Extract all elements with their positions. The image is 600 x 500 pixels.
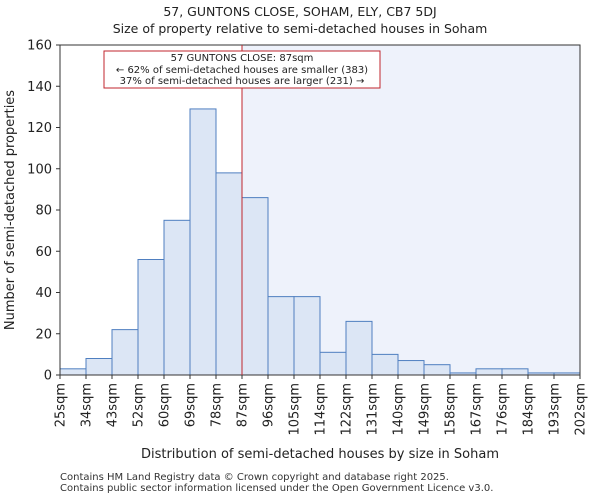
y-tick-label: 160: [27, 39, 52, 54]
x-tick-label: 69sqm: [184, 383, 199, 427]
bar-87sqm: [241, 197, 269, 376]
x-axis-ticks: 25sqm 34sqm 43sqm 52sqm 60sqm 69sqm 78sqm 87sqm…: [54, 375, 589, 436]
annotation-line-1: 57 GUNTONS CLOSE: 87sqm: [171, 53, 314, 64]
x-tick-label: 43sqm: [106, 383, 121, 427]
bar-105sqm: [293, 296, 321, 376]
bar-149sqm: [423, 364, 451, 376]
y-tick-label: 40: [35, 286, 52, 301]
y-tick-label: 60: [35, 245, 52, 260]
bar-25sqm: [59, 368, 87, 376]
chart-title: 57, GUNTONS CLOSE, SOHAM, ELY, CB7 5DJ: [163, 4, 437, 19]
x-tick-label: 140sqm: [392, 383, 407, 436]
bar-69sqm: [189, 108, 217, 376]
y-tick-label: 120: [27, 121, 52, 136]
annotation-border: [103, 50, 381, 89]
x-tick-label: 114sqm: [314, 383, 329, 436]
footer-line-2: Contains public sector information licen…: [60, 483, 494, 494]
x-tick-label: 52sqm: [132, 383, 147, 427]
bar-176sqm: [501, 368, 529, 376]
annotation-box: 57 GUNTONS CLOSE: 87sqm ← 62% of semi-de…: [103, 50, 381, 89]
bar-78sqm: [215, 172, 243, 376]
x-tick-label: 25sqm: [54, 383, 69, 427]
x-tick-label: 34sqm: [80, 383, 95, 427]
y-axis-ticks: 0 20 40 60 80 100 120 140 160: [27, 39, 60, 384]
y-tick-label: 20: [35, 327, 52, 342]
bars-group: [59, 108, 581, 376]
bar-60sqm: [163, 219, 191, 376]
y-tick-label: 140: [27, 80, 52, 95]
x-tick-label: 202sqm: [574, 383, 589, 436]
footer-line-1: Contains HM Land Registry data © Crown c…: [60, 472, 449, 483]
annotation-line-2: ← 62% of semi-detached houses are smalle…: [116, 65, 368, 76]
x-tick-label: 87sqm: [236, 383, 251, 427]
chart-subtitle: Size of property relative to semi-detach…: [112, 21, 488, 36]
y-tick-label: 80: [35, 204, 52, 219]
y-tick-label: 0: [44, 369, 52, 384]
x-tick-label: 184sqm: [522, 383, 537, 436]
x-tick-label: 105sqm: [288, 383, 303, 436]
x-tick-label: 149sqm: [418, 383, 433, 436]
bar-131sqm: [371, 353, 399, 376]
x-tick-label: 131sqm: [366, 383, 381, 436]
x-tick-label: 167sqm: [470, 383, 485, 436]
bar-96sqm: [267, 296, 295, 376]
x-tick-label: 60sqm: [158, 383, 173, 427]
x-tick-label: 78sqm: [210, 383, 225, 427]
x-axis-label: Distribution of semi-detached houses by …: [141, 447, 499, 462]
bar-114sqm: [319, 351, 347, 376]
x-tick-label: 158sqm: [444, 383, 459, 436]
y-axis-label: Number of semi-detached properties: [3, 90, 18, 330]
x-tick-label: 96sqm: [262, 383, 277, 427]
bar-140sqm: [397, 360, 425, 376]
footer-attribution: Contains HM Land Registry data © Crown c…: [60, 472, 493, 494]
x-tick-label: 122sqm: [340, 383, 355, 436]
bar-167sqm: [475, 368, 503, 376]
bar-52sqm: [137, 259, 165, 376]
y-tick-label: 100: [27, 162, 52, 177]
x-tick-label: 193sqm: [548, 383, 563, 436]
annotation-line-3: 37% of semi-detached houses are larger (…: [120, 76, 365, 87]
bar-43sqm: [111, 329, 139, 376]
x-tick-label: 176sqm: [496, 383, 511, 436]
plot-frame: [59, 44, 581, 376]
bar-34sqm: [85, 358, 113, 376]
bar-122sqm: [345, 320, 373, 376]
chart-title-block: 57, GUNTONS CLOSE, SOHAM, ELY, CB7 5DJ S…: [0, 3, 600, 37]
